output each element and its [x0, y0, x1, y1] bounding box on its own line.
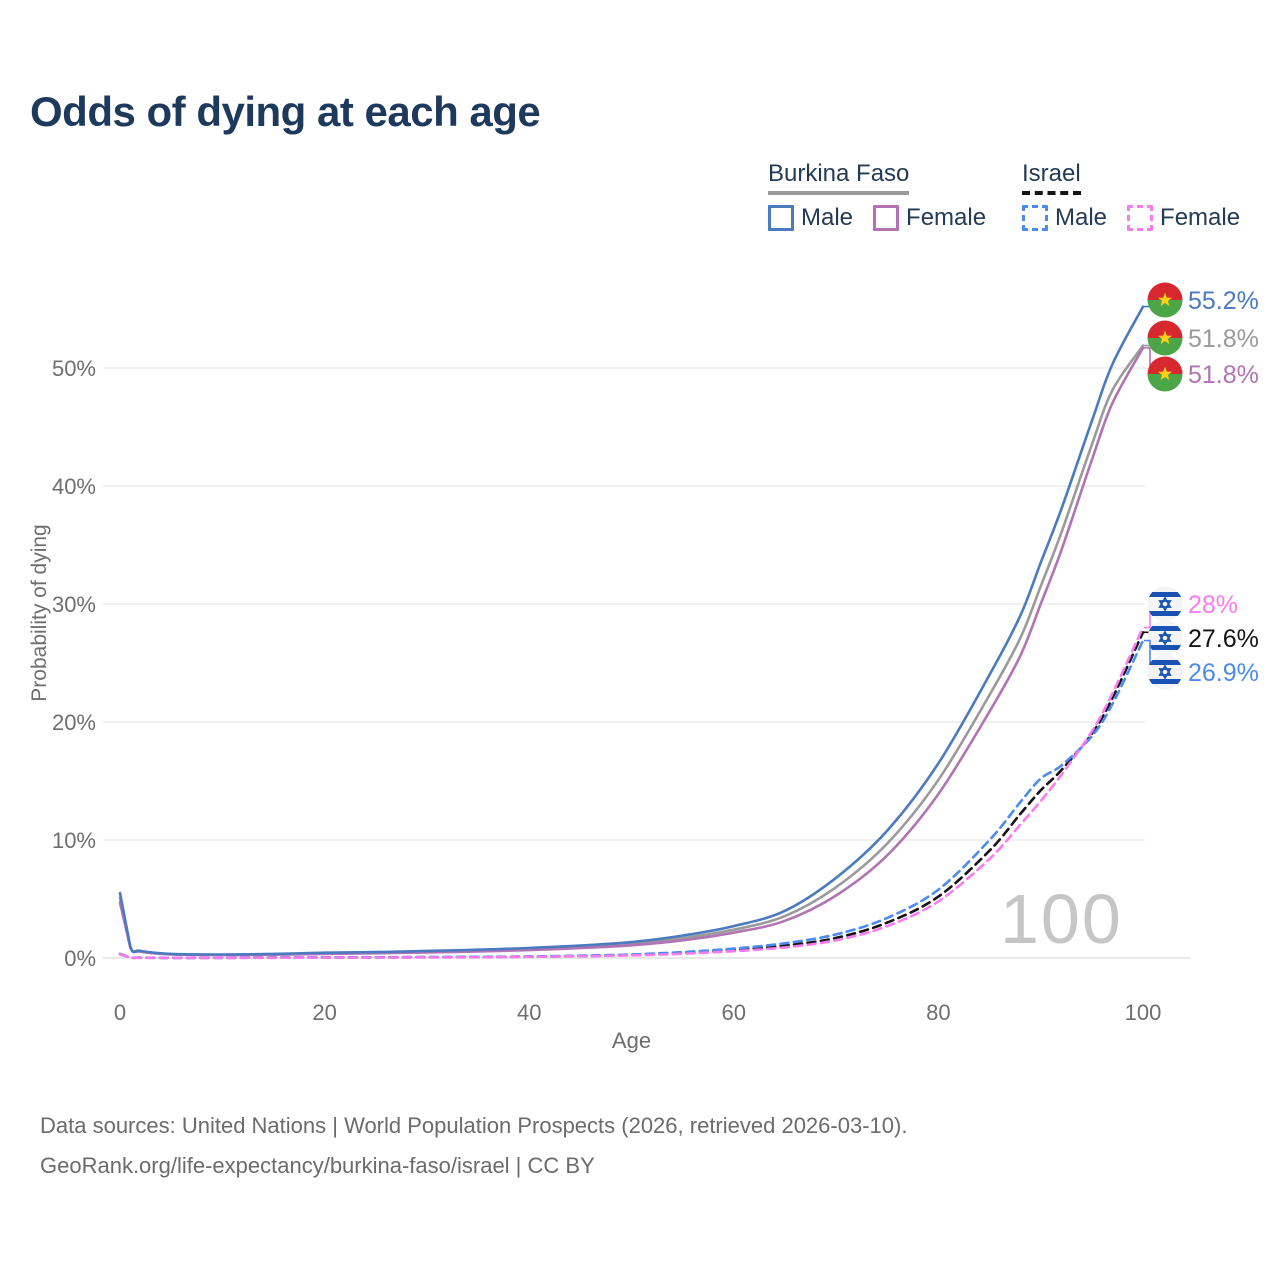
end-label-israel-both-sexes[interactable]: 27.6%: [1144, 620, 1259, 656]
page-title: Odds of dying at each age: [30, 88, 541, 135]
end-label-burkina-faso-female[interactable]: 51.8%: [1144, 347, 1259, 392]
data-sources-note: Data sources: United Nations | World Pop…: [40, 1106, 907, 1186]
israel-flag-icon: [1147, 620, 1183, 656]
end-label-israel-male[interactable]: 26.9%: [1144, 639, 1259, 690]
burkina-faso-flag-icon: [1147, 356, 1183, 392]
series-line-burkina-faso-both-sexes[interactable]: [118, 344, 1145, 957]
x-tick-label: 60: [722, 1000, 746, 1025]
legend-item-burkina-male[interactable]: Male: [768, 204, 853, 232]
y-tick-label: 40%: [52, 474, 96, 499]
x-tick-label: 100: [1125, 1000, 1162, 1025]
x-axis-title: Age: [612, 1028, 651, 1053]
legend-item-israel-female[interactable]: Female: [1127, 204, 1240, 232]
burkina-male-swatch-icon: [768, 205, 794, 231]
watermark-text: 100: [1000, 880, 1123, 958]
series-line-israel-female[interactable]: [118, 626, 1145, 960]
y-tick-label: 30%: [52, 592, 96, 617]
y-axis-title: Probability of dying: [28, 524, 51, 701]
legend-label: Female: [906, 204, 987, 231]
y-tick-label: 0%: [64, 946, 96, 971]
end-label-burkina-faso-both-sexes[interactable]: 51.8%: [1144, 320, 1259, 356]
series-line-israel-both-sexes[interactable]: [118, 631, 1145, 960]
israel-flag-icon: [1147, 654, 1183, 690]
end-label-value: 51.8%: [1188, 325, 1259, 353]
legend-label: Female: [1160, 204, 1241, 231]
legend-items-burkina-faso: Male Female: [768, 204, 986, 232]
x-tick-label: 40: [517, 1000, 541, 1025]
legend-label: Male: [801, 204, 854, 231]
legend-country-burkina-faso[interactable]: Burkina Faso: [768, 160, 910, 195]
end-label-value: 27.6%: [1188, 625, 1259, 653]
series-line-burkina-faso-male[interactable]: [118, 305, 1145, 956]
x-tick-label: 80: [926, 1000, 950, 1025]
legend-group-burkina-faso: Burkina Faso Male Female: [768, 160, 986, 232]
legend-group-israel: Israel Male Female: [1022, 160, 1240, 232]
legend-label: Male: [1055, 204, 1108, 231]
x-tick-label: 0: [114, 1000, 126, 1025]
israel-flag-icon: [1147, 586, 1183, 622]
legend-item-israel-male[interactable]: Male: [1022, 204, 1107, 232]
burkina-faso-flag-icon: [1147, 282, 1183, 318]
y-tick-label: 50%: [52, 356, 96, 381]
series-line-burkina-faso-female[interactable]: [118, 346, 1145, 957]
legend-item-burkina-female[interactable]: Female: [873, 204, 986, 232]
end-label-value: 26.9%: [1188, 659, 1259, 687]
legend-items-israel: Male Female: [1022, 204, 1240, 232]
israel-female-swatch-icon: [1127, 205, 1154, 231]
end-label-value: 55.2%: [1188, 287, 1259, 315]
data-sources-line1: Data sources: United Nations | World Pop…: [40, 1113, 908, 1138]
series-line-israel-male[interactable]: [118, 639, 1145, 960]
end-label-value: 28%: [1188, 591, 1238, 619]
y-tick-label: 20%: [52, 710, 96, 735]
y-tick-label: 10%: [52, 828, 96, 853]
israel-male-swatch-icon: [1022, 205, 1048, 231]
end-label-value: 51.8%: [1188, 361, 1259, 389]
burkina-faso-flag-icon: [1147, 320, 1183, 356]
end-label-burkina-faso-male[interactable]: 55.2%: [1144, 282, 1259, 318]
legend-country-israel[interactable]: Israel: [1022, 160, 1081, 195]
data-sources-line2: GeoRank.org/life-expectancy/burkina-faso…: [40, 1153, 595, 1178]
end-label-israel-female[interactable]: 28%: [1144, 586, 1238, 629]
x-tick-label: 20: [312, 1000, 336, 1025]
burkina-female-swatch-icon: [873, 205, 900, 231]
